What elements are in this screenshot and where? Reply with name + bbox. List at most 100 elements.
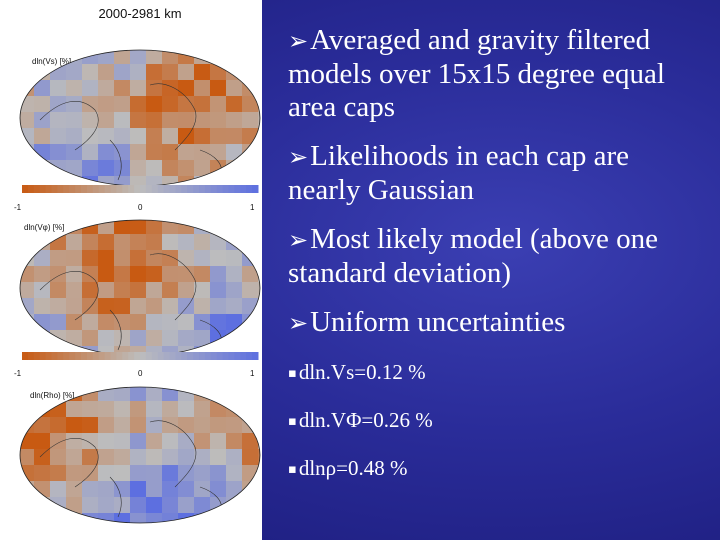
colorbar-segment <box>110 352 117 360</box>
colorbar-segment <box>181 185 188 193</box>
map-cell <box>194 449 210 465</box>
map-cell <box>34 128 50 144</box>
map-cell <box>226 144 242 160</box>
colorbar-segment <box>98 352 106 360</box>
colorbar-segment <box>228 185 235 193</box>
colorbar-segment <box>69 352 76 360</box>
map-cell <box>20 314 34 330</box>
map-cell <box>226 50 242 64</box>
map-cell <box>82 144 98 160</box>
map-cell <box>114 80 130 96</box>
colorbar-segment <box>134 185 141 193</box>
colorbar-segment <box>187 185 194 193</box>
map-cell <box>146 220 162 234</box>
map-cell <box>178 282 194 298</box>
colorbar-segment <box>246 352 253 360</box>
sub-bullet-item: ▪dln.VΦ=0.26 % <box>288 408 708 434</box>
map-cell <box>82 330 98 346</box>
map-cell <box>242 282 258 298</box>
map-cell <box>20 330 34 346</box>
map-cell <box>162 266 178 282</box>
map-cell <box>146 64 162 80</box>
map-cell <box>210 282 226 298</box>
map-cell <box>130 282 146 298</box>
map-cell <box>162 330 178 346</box>
map-cell <box>50 144 66 160</box>
map-cell <box>20 80 34 96</box>
map-cell <box>130 50 146 64</box>
map-cell <box>194 465 210 481</box>
bullet-text: Uniform uncertainties <box>310 306 566 338</box>
map-cell <box>114 481 130 497</box>
map-cell <box>50 128 66 144</box>
colorbar-segment <box>193 185 200 193</box>
map-cell <box>130 234 146 250</box>
map-cell <box>258 112 260 128</box>
map-cell <box>226 449 242 465</box>
map-cell <box>210 160 226 176</box>
colorbar-segment <box>210 185 218 193</box>
map-cell <box>226 387 242 401</box>
colorbar-segment <box>51 185 58 193</box>
colorbar-segment <box>240 185 247 193</box>
map-cell <box>258 128 260 144</box>
colorbar-segment <box>157 352 165 360</box>
map-cell <box>162 160 178 176</box>
map-cell <box>242 64 258 80</box>
colorbar-segment <box>204 185 212 193</box>
map-cell <box>130 513 146 523</box>
map-cell <box>258 266 260 282</box>
map-cell <box>258 50 260 64</box>
map-cell <box>34 64 50 80</box>
map-cell <box>242 417 258 433</box>
map-cells-vphi <box>20 220 260 356</box>
map-cell <box>178 266 194 282</box>
colorbar-segment <box>33 185 41 193</box>
colorbar-segment <box>86 185 94 193</box>
map-cell <box>162 176 178 186</box>
map-cell <box>242 160 258 176</box>
map-cell <box>210 128 226 144</box>
map-cell <box>258 176 260 186</box>
colorbar-segment <box>128 352 135 360</box>
map-cell <box>130 144 146 160</box>
map-cell <box>194 80 210 96</box>
figure-title: 2000-2981 km <box>98 6 181 21</box>
map-cell <box>114 128 130 144</box>
colorbar-segment <box>193 352 200 360</box>
sub-bullet-text: dln.Vs=0.12 % <box>298 360 426 384</box>
map-cell <box>82 64 98 80</box>
map-cell <box>130 387 146 401</box>
map-cell <box>114 220 130 234</box>
map-cell <box>114 417 130 433</box>
map-cell <box>194 128 210 144</box>
map-cell <box>66 80 82 96</box>
map-cell <box>258 96 260 112</box>
map-cell <box>130 266 146 282</box>
colorbar-segment <box>157 185 165 193</box>
map-cell <box>20 481 34 497</box>
map-cell <box>114 96 130 112</box>
map-cell <box>258 64 260 80</box>
map-cell <box>226 112 242 128</box>
map-cell <box>162 250 178 266</box>
map-cell <box>98 346 114 356</box>
colorbar-segment <box>63 352 70 360</box>
map-cell <box>162 234 178 250</box>
map-cell <box>20 128 34 144</box>
colorbar-segment <box>69 185 76 193</box>
arrow-icon: ➢ <box>288 27 309 55</box>
map-cell <box>34 433 50 449</box>
map-cell <box>194 250 210 266</box>
map-cell <box>146 112 162 128</box>
map-cell <box>178 250 194 266</box>
map-cell <box>114 282 130 298</box>
map-cell <box>82 96 98 112</box>
map-cell <box>50 282 66 298</box>
map-cell <box>98 160 114 176</box>
map-cell <box>146 144 162 160</box>
map-cell <box>210 465 226 481</box>
map-cell <box>114 465 130 481</box>
map-cell <box>146 234 162 250</box>
map-cell <box>82 250 98 266</box>
